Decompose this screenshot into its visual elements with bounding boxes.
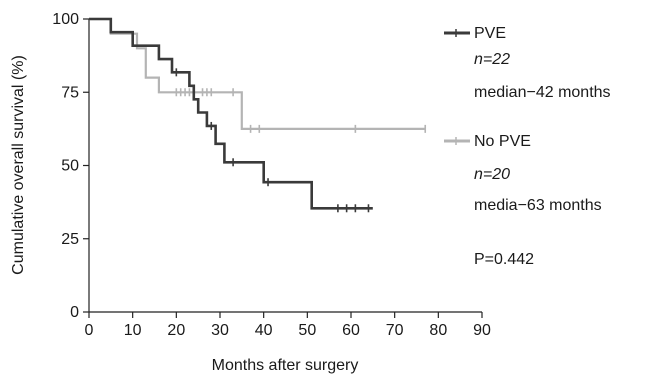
legend-n-pve: n=22 xyxy=(474,51,510,68)
legend-median-no-pve: media−63 months xyxy=(474,197,602,214)
x-tick-label: 30 xyxy=(211,322,229,339)
legend-entry-no-pve: No PVE n=20 media−63 months xyxy=(444,133,602,214)
legend-median-pve: median−42 months xyxy=(474,84,611,101)
y-tick-label: 50 xyxy=(61,158,79,175)
y-tick-label: 25 xyxy=(61,231,79,248)
x-tick-label: 50 xyxy=(298,322,316,339)
y-tick-label: 100 xyxy=(52,11,79,28)
x-tick-label: 80 xyxy=(429,322,447,339)
x-tick-label: 0 xyxy=(85,322,94,339)
legend-n-no-pve: n=20 xyxy=(474,166,510,183)
x-tick-label: 70 xyxy=(386,322,404,339)
x-tick-label: 20 xyxy=(167,322,185,339)
y-tick-label: 0 xyxy=(70,304,79,321)
series-lines xyxy=(89,17,427,213)
legend-entry-pve: PVE n=22 median−42 months xyxy=(444,25,611,101)
x-tick-label: 10 xyxy=(124,322,142,339)
y-axis-ticks: 0 25 50 75 100 xyxy=(52,11,89,321)
series-line-pve xyxy=(89,17,373,210)
p-value-annotation: P=0.442 xyxy=(474,251,534,268)
legend-label-no-pve: No PVE xyxy=(474,133,531,150)
x-tick-label: 40 xyxy=(255,322,273,339)
x-axis-title: Months after surgery xyxy=(212,357,359,374)
legend-label-pve: PVE xyxy=(474,25,506,42)
y-tick-label: 75 xyxy=(61,84,79,101)
legend: PVE n=22 median−42 months No PVE n=20 me… xyxy=(444,25,611,268)
axes xyxy=(88,19,482,313)
series-line-no-pve xyxy=(89,17,426,130)
x-tick-label: 60 xyxy=(342,322,360,339)
x-axis-ticks: 0 10 20 30 40 50 60 70 80 90 xyxy=(85,312,491,339)
x-tick-label: 90 xyxy=(473,322,491,339)
y-axis-title: Cumulative overall survival (%) xyxy=(10,55,27,275)
